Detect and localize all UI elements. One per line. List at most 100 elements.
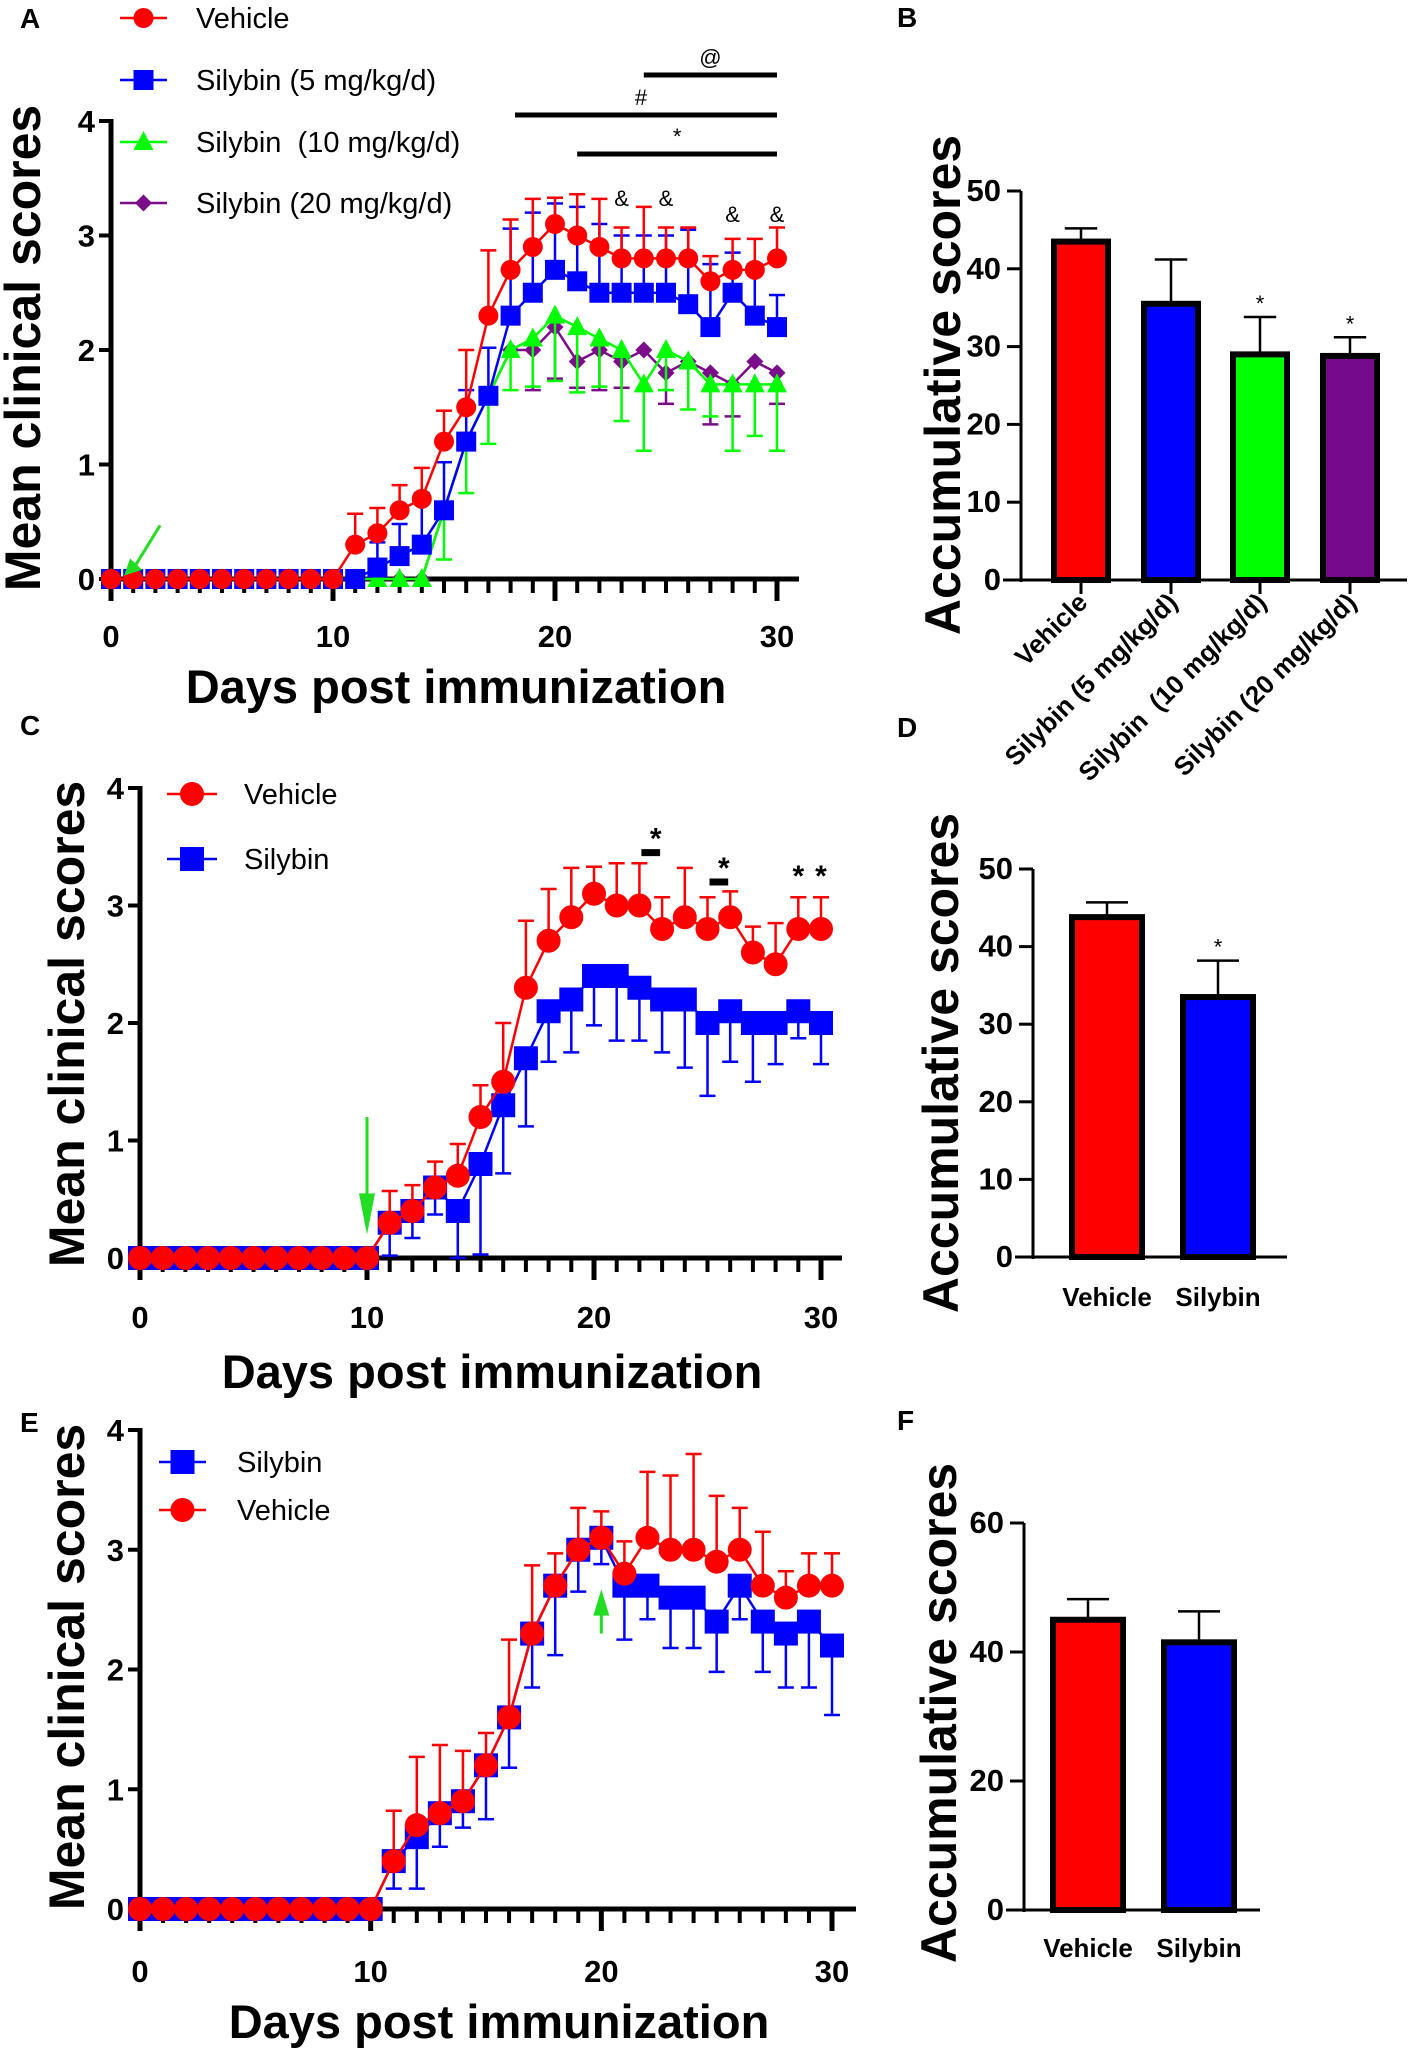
data-point — [633, 282, 654, 303]
panel-label: E — [20, 1407, 39, 1438]
category-label: Silybin — [1156, 1933, 1241, 1963]
y-tick-label: 50 — [967, 173, 1001, 208]
y-tick-label: 40 — [967, 251, 1001, 286]
data-point — [389, 546, 410, 567]
bar-group: Vehicle — [1043, 1597, 1133, 1963]
legend-item: Silybin — [167, 844, 329, 876]
data-point — [678, 350, 699, 370]
data-point — [513, 1046, 538, 1071]
data-point — [345, 534, 366, 555]
arrow-head-icon — [124, 558, 143, 576]
y-tick-label: 30 — [967, 329, 1001, 364]
data-point — [750, 1573, 775, 1598]
legend-item: Silybin (10 mg/kg/d) — [120, 127, 460, 159]
y-axis-title: Accumulative scores — [915, 135, 971, 635]
legend-item: Silybin (20 mg/kg/d) — [120, 188, 452, 220]
x-tick-label: 20 — [538, 619, 572, 654]
y-tick-label: 0 — [78, 562, 95, 597]
data-point — [478, 305, 499, 326]
data-point — [520, 1621, 545, 1646]
data-point — [635, 1573, 660, 1598]
data-point — [722, 259, 743, 280]
series-vehicle — [128, 1452, 844, 1921]
data-point — [335, 1897, 360, 1921]
x-axis-title: Days post immunization — [229, 1995, 770, 2048]
data-point — [323, 569, 343, 589]
x-tick-label: 30 — [815, 1954, 849, 1989]
series-silybin — [128, 1525, 844, 1921]
data-point — [567, 316, 588, 336]
y-tick-label: 30 — [979, 1006, 1013, 1041]
data-point — [522, 236, 543, 257]
data-point — [358, 1897, 383, 1921]
series-vehicle — [101, 193, 787, 589]
bar-group: Vehicle — [1062, 901, 1152, 1312]
x-tick-label: 0 — [131, 1954, 148, 1989]
data-point — [589, 1525, 614, 1550]
category-label: Vehicle — [1043, 1933, 1133, 1963]
data-point — [220, 1897, 245, 1921]
data-point — [404, 1813, 429, 1838]
legend: Vehicle Silybin (5 mg/kg/d) Silybin (10 mg… — [120, 3, 460, 220]
data-point — [411, 488, 432, 509]
data-point — [101, 569, 121, 589]
data-point — [658, 1585, 683, 1610]
legend-label: Vehicle — [196, 3, 290, 35]
data-point — [536, 928, 561, 953]
data-point — [545, 214, 565, 235]
data-point — [167, 569, 188, 589]
significance-label: * — [718, 852, 730, 885]
data-point — [763, 1011, 788, 1035]
significance-mark: & — [659, 186, 674, 211]
data-point — [197, 1897, 222, 1921]
bar — [1161, 1639, 1237, 1913]
y-tick-label: 1 — [107, 1124, 124, 1159]
data-point — [266, 1897, 291, 1921]
data-point — [389, 500, 410, 521]
legend-marker — [135, 194, 152, 212]
x-tick-label: 10 — [316, 619, 350, 654]
y-axis-title: Accumulative scores — [913, 813, 969, 1313]
data-point — [635, 1525, 660, 1550]
data-point — [820, 1633, 844, 1658]
data-point — [367, 523, 388, 544]
data-point — [809, 1011, 833, 1035]
data-point — [567, 271, 588, 292]
data-point — [763, 952, 788, 977]
y-tick-label: 10 — [979, 1161, 1013, 1196]
significance-mark: & — [770, 202, 785, 227]
data-point — [423, 1175, 448, 1200]
data-point — [750, 1609, 775, 1634]
x-tick-label: 10 — [350, 1300, 384, 1335]
x-tick-label: 0 — [131, 1300, 148, 1335]
panel-label: B — [897, 2, 917, 33]
data-point — [650, 987, 675, 1012]
legend-label: Silybin (10 mg/kg/d) — [196, 127, 460, 159]
data-point — [744, 373, 765, 393]
category-label: Silybin (5 mg/kg/d) — [999, 587, 1184, 772]
x-tick-label: 30 — [760, 619, 794, 654]
panel-label: C — [20, 710, 40, 741]
data-point — [767, 317, 787, 338]
data-point — [174, 1897, 199, 1921]
data-point — [786, 999, 811, 1024]
y-tick-label: 2 — [107, 1006, 124, 1041]
data-point — [746, 352, 764, 370]
x-axis-title: Days post immunization — [222, 1345, 763, 1398]
x-tick-label: 20 — [584, 1954, 618, 1989]
data-point — [672, 905, 697, 930]
y-tick-label: 2 — [78, 333, 95, 368]
panel-d: D 0 10 20 30 40 50 Accumulative scores Vehicle * S… — [897, 712, 1287, 1313]
significance-mark: & — [725, 202, 740, 227]
data-point — [212, 569, 232, 589]
data-point — [773, 1621, 798, 1646]
bar — [1141, 300, 1201, 583]
data-point — [604, 964, 629, 988]
data-point — [312, 1897, 337, 1921]
data-point — [695, 917, 720, 941]
data-point — [773, 1585, 798, 1610]
data-point — [656, 282, 676, 303]
arrow-icon — [132, 524, 162, 569]
